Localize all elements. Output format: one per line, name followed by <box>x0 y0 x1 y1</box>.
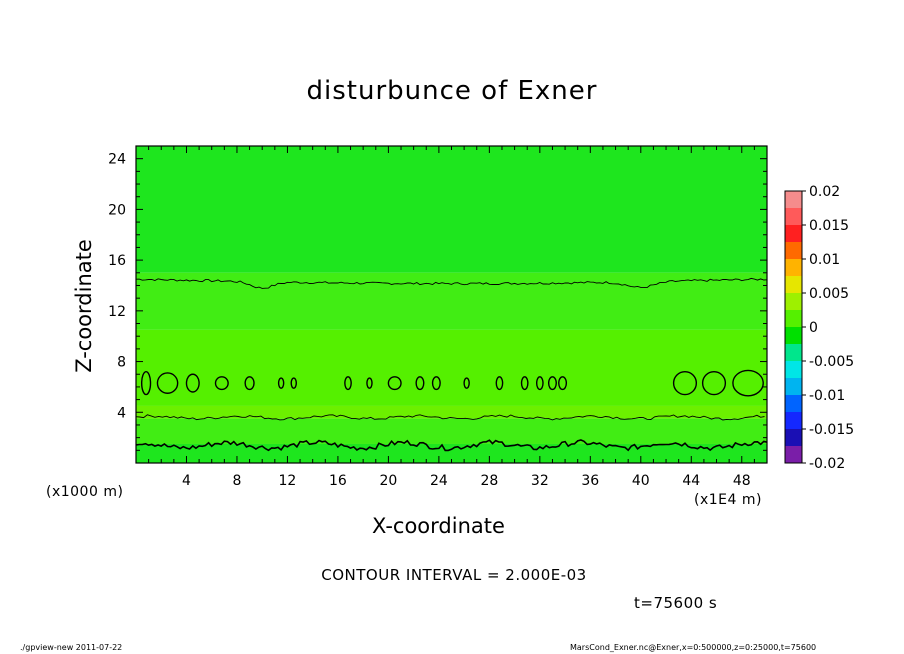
closed-contour-20 <box>732 369 764 397</box>
colorbar-level-9 <box>785 344 802 361</box>
x-tick-label: 8 <box>232 473 241 489</box>
x-axis-label: X-coordinate <box>372 514 505 538</box>
contour-lines <box>135 277 768 452</box>
closed-contour-13 <box>495 376 504 391</box>
x-tick-label: 32 <box>531 473 549 489</box>
field-band-3 <box>136 405 767 419</box>
colorbar-level-2 <box>785 225 802 242</box>
y-tick-label: 8 <box>117 355 126 371</box>
field-band-0 <box>136 146 767 273</box>
time-label: t=75600 s <box>634 594 718 612</box>
colorbar-tick-label: 0.02 <box>809 184 840 200</box>
y-tick-label: 4 <box>117 405 126 421</box>
x-tick-label: 12 <box>279 473 297 489</box>
closed-contour-19 <box>701 371 727 396</box>
closed-contour-10 <box>415 376 425 391</box>
colorbar-tick-label: -0.01 <box>809 388 845 404</box>
colorbar-level-15 <box>785 446 802 463</box>
field-band-5 <box>136 443 767 463</box>
closed-contour-11 <box>431 376 441 391</box>
x-scale-label: (x1E4 m) <box>694 492 762 508</box>
y-tick-label: 20 <box>108 202 126 218</box>
y-tick-label: 16 <box>108 253 126 269</box>
contour-lower <box>135 439 768 452</box>
closed-contour-0 <box>140 371 152 396</box>
x-tick-label: 4 <box>182 473 191 489</box>
closed-contour-9 <box>387 376 402 391</box>
x-axis: 4 8 12 16 20 24 28 32 36 40 44 48 <box>148 146 755 489</box>
x-tick-label: 20 <box>379 473 397 489</box>
x-tick-label: 48 <box>733 473 751 489</box>
field-band-2 <box>136 329 767 406</box>
footer-source: MarsCond_Exner.nc@Exner,x=0:500000,z=0:2… <box>570 643 817 652</box>
closed-contour-1 <box>156 372 179 394</box>
closed-contour-8 <box>366 377 373 389</box>
colorbar-tick-label: 0.005 <box>809 286 849 302</box>
closed-contour-15 <box>535 376 544 391</box>
x-tick-label: 44 <box>682 473 700 489</box>
colorbar: 0.02 0.015 0.01 0.005 0 -0.005 -0.01 -0.015 -0.0… <box>784 184 854 472</box>
closed-contour-4 <box>244 376 255 391</box>
closed-contour-7 <box>344 376 352 391</box>
colorbar-level-7 <box>785 310 802 327</box>
colorbar-tick-label: 0.015 <box>809 218 849 234</box>
colorbar-level-12 <box>785 395 802 412</box>
x-tick-label: 36 <box>581 473 599 489</box>
colorbar-level-11 <box>785 378 802 395</box>
colorbar-level-5 <box>785 276 802 293</box>
y-axis-label: Z-coordinate <box>72 239 96 373</box>
footer-program-date: ./gpview-new 2011-07-22 <box>20 643 123 652</box>
colorbar-tick-label: 0.01 <box>809 252 840 268</box>
x-tick-label: 28 <box>480 473 498 489</box>
y-axis: 4 8 12 16 20 24 <box>108 152 767 451</box>
x-tick-label: 24 <box>430 473 448 489</box>
chart-title: disturbunce of Exner <box>306 76 598 106</box>
closed-contour-14 <box>520 376 529 391</box>
x-tick-label: 40 <box>632 473 650 489</box>
y-tick-label: 24 <box>108 152 126 168</box>
colorbar-level-6 <box>785 293 802 310</box>
closed-contour-17 <box>558 376 568 391</box>
colorbar-level-0 <box>785 191 802 208</box>
colorbar-tick-label: 0 <box>809 320 818 336</box>
colorbar-level-13 <box>785 412 802 429</box>
closed-contour-5 <box>277 377 285 389</box>
closed-contour-12 <box>463 377 470 389</box>
colorbar-tick-label: -0.015 <box>809 422 854 438</box>
closed-contour-2 <box>185 373 200 393</box>
colorbar-tick-label: -0.02 <box>809 456 845 472</box>
field-band-4 <box>136 418 767 444</box>
colorbar-level-10 <box>785 361 802 378</box>
colorbar-tick-label: -0.005 <box>809 354 854 370</box>
closed-contour-3 <box>214 376 229 391</box>
x-unit-label: (x1000 m) <box>46 484 124 500</box>
closed-contour-16 <box>547 376 557 391</box>
contour-upper <box>135 277 768 289</box>
field-layer <box>136 146 767 463</box>
field-band-1 <box>136 272 767 330</box>
closed-contour-18 <box>672 371 698 396</box>
colorbar-level-1 <box>785 208 802 225</box>
contour-middle <box>135 414 765 421</box>
contour-interval-note: CONTOUR INTERVAL = 2.000E-03 <box>321 566 587 584</box>
closed-contour-6 <box>290 377 297 389</box>
colorbar-level-3 <box>785 242 802 259</box>
colorbar-level-14 <box>785 429 802 446</box>
y-tick-label: 12 <box>108 304 126 320</box>
colorbar-level-4 <box>785 259 802 276</box>
x-tick-label: 16 <box>329 473 347 489</box>
colorbar-level-8 <box>785 327 802 344</box>
